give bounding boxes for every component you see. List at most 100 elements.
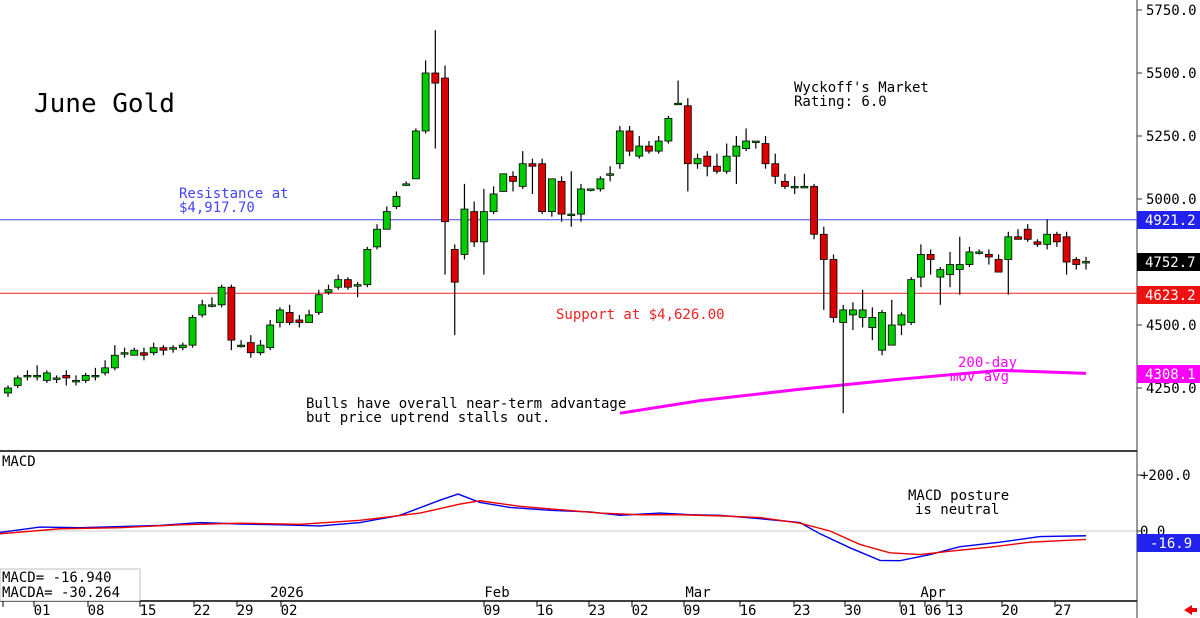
candle-down	[285, 311, 294, 323]
x-tick-label: 01	[34, 603, 51, 618]
x-tick-label: 02	[281, 603, 298, 618]
candle-up	[567, 213, 576, 217]
candle-down	[528, 163, 537, 167]
candle-down	[450, 248, 459, 283]
candle-up	[654, 140, 663, 152]
candle-down	[819, 233, 828, 260]
support-badge-label: 4623.2	[1145, 288, 1196, 304]
candle-up	[518, 163, 527, 187]
resistance-label-2: $4,917.70	[179, 200, 255, 216]
scroll-left-arrow-icon[interactable]	[1184, 605, 1197, 615]
x-axis-months: 2026 Feb Mar Apr	[270, 585, 946, 601]
candle-down	[1033, 241, 1042, 245]
candle-up	[334, 279, 343, 288]
candle-up	[373, 228, 381, 248]
candle-up	[4, 387, 12, 394]
candle-up	[606, 173, 615, 176]
candle-up	[489, 193, 498, 213]
candle-up	[266, 324, 275, 349]
candle-down	[538, 163, 547, 213]
candle-up	[577, 188, 585, 215]
candle-up	[237, 344, 245, 348]
candle-down	[470, 211, 479, 243]
x-month-label: Apr	[920, 585, 945, 601]
macd-panel-label: MACD	[2, 454, 36, 470]
candle-up	[887, 324, 896, 346]
candle-up	[421, 72, 430, 132]
candle-up	[907, 279, 916, 323]
candle-up	[596, 178, 605, 190]
candle-up	[858, 309, 867, 318]
bulls-line-2: but price uptrend stalls out.	[306, 410, 550, 426]
rating-line-1: Wyckoff's Market	[794, 80, 929, 96]
candle-up	[149, 347, 158, 354]
candle-up	[615, 130, 624, 165]
candle-up	[178, 344, 187, 349]
candle-up	[324, 289, 333, 293]
candle-up	[460, 208, 469, 255]
candle-up	[897, 314, 906, 326]
price-tick-label: 5250.0	[1146, 129, 1197, 145]
candle-up	[23, 374, 32, 378]
candle-up	[52, 377, 61, 380]
candle-down	[771, 163, 780, 177]
candle-up	[208, 304, 216, 307]
candle-down	[926, 254, 935, 260]
candle-up	[110, 354, 119, 369]
candle-up	[975, 251, 984, 254]
candle-up	[363, 248, 372, 286]
candle-up	[392, 196, 401, 207]
candle-down	[645, 145, 653, 152]
x-month-label: 2026	[270, 585, 304, 601]
candle-up	[586, 188, 595, 191]
x-tick-label: 09	[684, 603, 701, 618]
x-tick-label: 02	[632, 603, 649, 618]
candle-up	[198, 304, 207, 316]
candle-down	[557, 180, 566, 215]
macd-posture-1: MACD posture	[908, 488, 1009, 504]
candle-down	[140, 352, 148, 356]
ma-badge-label: 4308.1	[1145, 367, 1196, 383]
x-tick-label: 30	[845, 603, 862, 618]
candle-up	[790, 185, 799, 189]
candle-up	[635, 145, 644, 157]
macd-axis: +200.00.0	[1137, 468, 1191, 540]
candle-up	[742, 140, 750, 149]
candle-up	[13, 377, 22, 386]
candle-down	[295, 319, 304, 323]
support-label: Support at $4,626.00	[556, 307, 725, 323]
macda-readout: MACDA= -30.264	[2, 585, 120, 601]
candle-down	[1023, 228, 1032, 240]
x-tick-label: 09	[484, 603, 501, 618]
last-price-badge: 4752.7	[1137, 253, 1200, 271]
candle-down	[62, 374, 71, 379]
candle-down	[431, 72, 440, 84]
candle-down	[984, 254, 993, 258]
macd-readout-box	[0, 568, 141, 602]
ma200-line	[619, 368, 1087, 415]
candle-down	[829, 259, 838, 318]
candle-down	[994, 259, 1003, 273]
candle-up	[33, 374, 42, 378]
x-tick-label: 13	[947, 603, 964, 618]
candle-up	[499, 173, 508, 192]
candle-down	[344, 279, 352, 288]
candle-down	[441, 77, 449, 223]
ma-label-1: 200-day	[958, 355, 1017, 371]
candle-down	[227, 286, 236, 341]
macd-badge-label: -16.9	[1150, 536, 1192, 552]
chart-title: June Gold	[34, 89, 175, 119]
x-tick-label: 20	[1002, 603, 1019, 618]
candle-up	[101, 367, 110, 374]
candle-down	[781, 180, 789, 187]
candle-up	[664, 117, 673, 142]
candle-down	[713, 165, 721, 172]
candle-up	[256, 344, 265, 354]
price-axis: 4250.04500.04750.05000.05250.05500.05750…	[1137, 3, 1197, 397]
x-month-label: Mar	[685, 585, 710, 601]
macd-badge: -16.9	[1137, 534, 1200, 552]
x-tick-label: 23	[589, 603, 606, 618]
candle-up	[946, 264, 954, 275]
x-tick-label: 06	[925, 603, 942, 618]
